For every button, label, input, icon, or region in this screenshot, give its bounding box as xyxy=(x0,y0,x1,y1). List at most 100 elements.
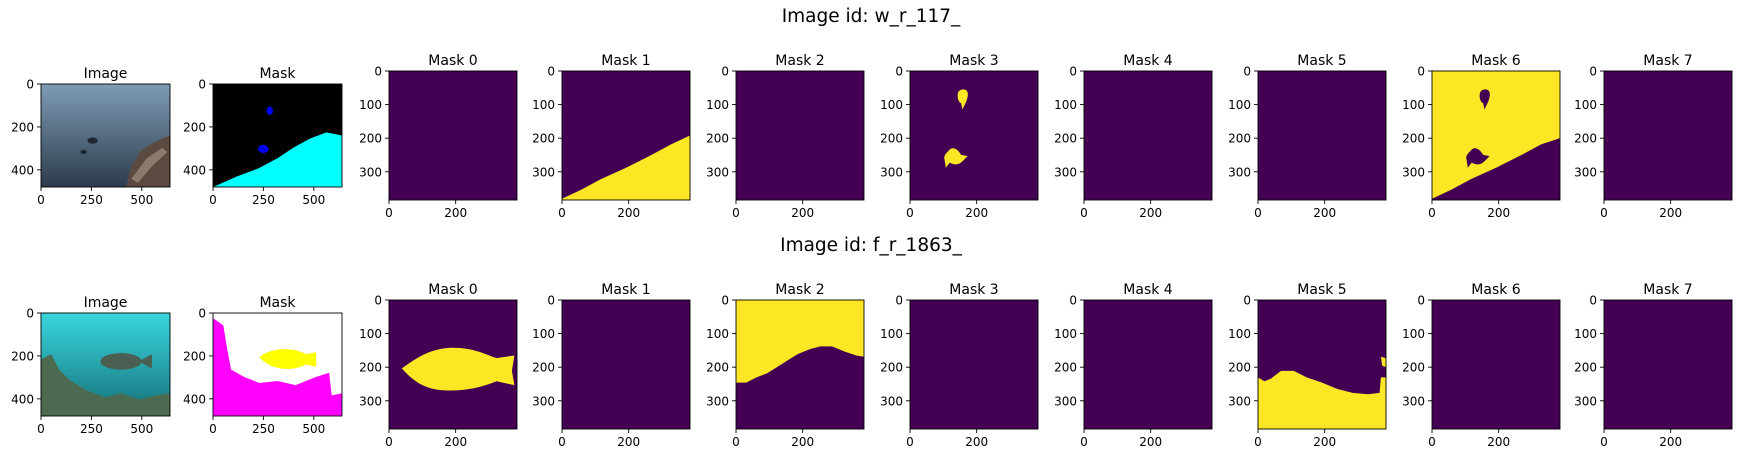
x-tick-label: 200 xyxy=(444,206,467,220)
mask-region xyxy=(1432,71,1560,199)
x-tick-label: 200 xyxy=(444,435,467,449)
y-tick-label: 300 xyxy=(532,165,555,179)
panel-mask-5: 0 200 0 100 200 300 Mask 5 xyxy=(1228,282,1387,449)
x-tick-label: 200 xyxy=(1659,206,1682,220)
x-tick-label: 0 xyxy=(37,193,45,207)
y-tick-label: 0 xyxy=(1417,294,1425,308)
y-tick-label: 0 xyxy=(198,307,206,321)
y-tick-label: 300 xyxy=(1402,394,1425,408)
panel-mask-6: 0 200 0 100 200 300 Mask 6 xyxy=(1402,53,1561,220)
y-tick-label: 100 xyxy=(1228,98,1251,112)
panel-title: Mask 2 xyxy=(775,53,824,69)
x-tick-label: 200 xyxy=(1487,206,1510,220)
panel-mask-4: 0 200 0 100 200 300 Mask 4 xyxy=(1054,282,1213,449)
x-tick-label: 500 xyxy=(302,193,325,207)
mask-background xyxy=(389,71,517,200)
y-tick-label: 100 xyxy=(1402,98,1425,112)
mask-region xyxy=(401,347,515,391)
y-tick-label: 200 xyxy=(1402,361,1425,375)
mask-background xyxy=(562,300,690,429)
x-tick-label: 500 xyxy=(130,193,153,207)
y-tick-label: 200 xyxy=(183,349,206,363)
panel-title: Mask 3 xyxy=(949,282,998,298)
y-tick-label: 200 xyxy=(359,361,382,375)
x-tick-label: 200 xyxy=(1139,435,1162,449)
panel-mask-2: 0 200 0 100 200 300 Mask 2 xyxy=(706,282,865,449)
y-tick-label: 100 xyxy=(1574,327,1597,341)
x-tick-label: 250 xyxy=(80,422,103,436)
y-tick-label: 0 xyxy=(547,294,555,308)
mask-region xyxy=(944,89,968,168)
mask-background xyxy=(1604,300,1732,429)
y-tick-label: 300 xyxy=(1402,165,1425,179)
y-tick-label: 100 xyxy=(880,98,903,112)
y-tick-label: 100 xyxy=(359,98,382,112)
x-tick-label: 200 xyxy=(1313,206,1336,220)
panel-mask-7: 0 200 0 100 200 300 Mask 7 xyxy=(1574,53,1733,220)
x-tick-label: 200 xyxy=(1487,435,1510,449)
y-tick-label: 200 xyxy=(706,132,729,146)
x-tick-label: 500 xyxy=(302,422,325,436)
x-tick-label: 200 xyxy=(1139,206,1162,220)
axes-frame xyxy=(212,83,343,188)
panel-mask-0: 0 200 0 100 200 300 Mask 0 xyxy=(359,282,518,449)
y-tick-label: 300 xyxy=(359,165,382,179)
x-tick-label: 250 xyxy=(252,193,275,207)
y-tick-label: 0 xyxy=(198,78,206,92)
y-tick-label: 0 xyxy=(1243,294,1251,308)
y-tick-label: 100 xyxy=(880,327,903,341)
y-tick-label: 300 xyxy=(1054,394,1077,408)
axes-frame xyxy=(388,299,518,430)
mask-region-reef xyxy=(213,318,342,416)
panel-mask-6: 0 200 0 100 200 300 Mask 6 xyxy=(1402,282,1561,449)
y-tick-label: 0 xyxy=(1589,65,1597,79)
panel-image: 0 250 500 0 200 400 Image xyxy=(11,66,171,207)
mask-background xyxy=(1084,300,1212,429)
fish xyxy=(87,137,98,144)
x-tick-label: 0 xyxy=(558,206,566,220)
axes-frame xyxy=(40,312,171,417)
y-tick-label: 400 xyxy=(183,392,206,406)
y-tick-label: 0 xyxy=(547,65,555,79)
mask-background xyxy=(736,71,864,200)
panel-mask: 0 250 500 0 200 400 Mask xyxy=(183,295,343,436)
axes-frame xyxy=(212,312,343,417)
y-tick-label: 300 xyxy=(1574,165,1597,179)
x-tick-label: 0 xyxy=(1080,206,1088,220)
x-tick-label: 0 xyxy=(1254,435,1262,449)
y-tick-label: 300 xyxy=(1228,394,1251,408)
axes-frame xyxy=(1083,70,1213,201)
y-tick-label: 300 xyxy=(359,394,382,408)
fish-tail xyxy=(139,354,152,369)
x-tick-label: 200 xyxy=(791,206,814,220)
axes-frame xyxy=(1431,70,1561,201)
x-tick-label: 0 xyxy=(558,435,566,449)
panel-mask-3: 0 200 0 100 200 300 Mask 3 xyxy=(880,282,1039,449)
x-tick-label: 0 xyxy=(1600,435,1608,449)
mask-region-seabed xyxy=(213,132,342,187)
y-tick-label: 100 xyxy=(359,327,382,341)
panel-mask-3: 0 200 0 100 200 300 Mask 3 xyxy=(880,53,1039,220)
y-tick-label: 0 xyxy=(26,78,34,92)
y-tick-label: 300 xyxy=(1574,394,1597,408)
x-tick-label: 0 xyxy=(1428,206,1436,220)
panel-image: 0 250 500 0 200 400 Image xyxy=(11,295,171,436)
mask-hole-fish xyxy=(1466,89,1490,168)
y-tick-label: 0 xyxy=(721,294,729,308)
y-tick-label: 0 xyxy=(374,65,382,79)
x-tick-label: 250 xyxy=(252,422,275,436)
panel-mask-7: 0 200 0 100 200 300 Mask 7 xyxy=(1574,282,1733,449)
x-tick-label: 200 xyxy=(617,435,640,449)
y-tick-label: 400 xyxy=(11,392,34,406)
mask-background xyxy=(1258,71,1386,200)
panel-title: Mask 4 xyxy=(1123,282,1173,298)
y-tick-label: 100 xyxy=(532,98,555,112)
panel-title: Mask xyxy=(259,295,296,311)
x-tick-label: 250 xyxy=(80,193,103,207)
axes-frame xyxy=(40,83,171,188)
panel-title: Mask 1 xyxy=(601,53,650,69)
mask-background xyxy=(910,300,1038,429)
figure-row-1: Image id: w_r_117_ 0 250 500 0 200 400 Image 0 25… xyxy=(11,6,1733,220)
y-tick-label: 0 xyxy=(26,307,34,321)
